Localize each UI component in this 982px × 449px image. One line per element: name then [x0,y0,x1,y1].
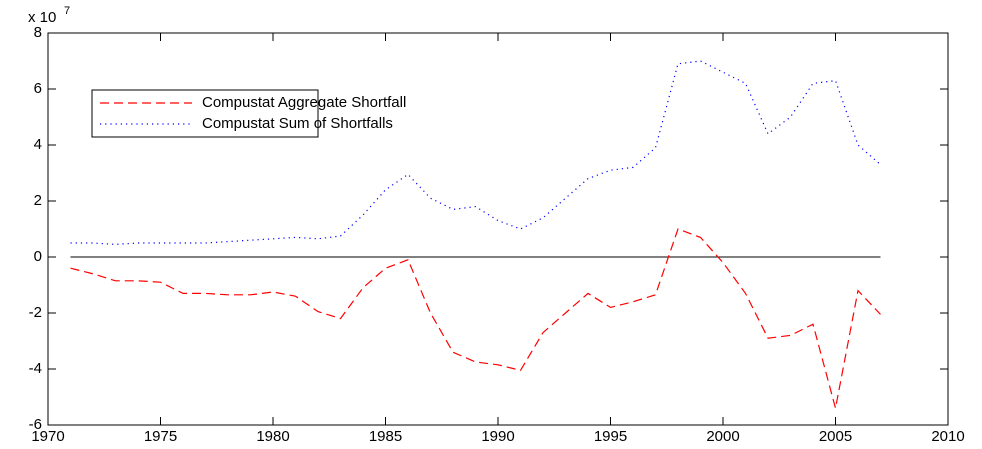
y-tick-label: -4 [29,360,42,377]
y-multiplier-exponent: 7 [64,5,70,17]
y-tick-label: -6 [29,416,42,433]
x-tick-label: 1990 [481,428,514,445]
y-tick-label: 4 [34,136,42,153]
x-tick-label: 1970 [31,428,64,445]
y-multiplier: x 10 [28,9,56,26]
y-tick-label: 2 [34,192,42,209]
x-tick-label: 1980 [256,428,289,445]
x-tick-label: 1995 [594,428,627,445]
series-line [70,228,881,409]
x-tick-label: 2005 [819,428,852,445]
x-tick-label: 2010 [931,428,964,445]
series-line [70,60,881,246]
legend-label: Compustat Aggregate Shortfall [202,94,406,111]
y-tick-label: 0 [34,248,42,265]
x-tick-label: 2000 [706,428,739,445]
y-tick-label: 8 [34,24,42,41]
legend-label: Compustat Sum of Shortfalls [202,115,393,132]
y-tick-label: 6 [34,80,42,97]
legend-box [91,89,319,138]
x-tick-label: 1975 [144,428,177,445]
y-tick-label: -2 [29,304,42,321]
x-tick-label: 1985 [369,428,402,445]
